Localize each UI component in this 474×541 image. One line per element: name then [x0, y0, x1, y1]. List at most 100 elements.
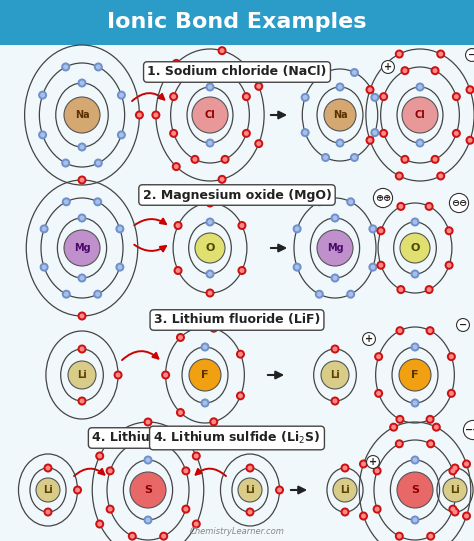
Circle shape — [343, 465, 347, 471]
Circle shape — [397, 533, 402, 539]
Circle shape — [426, 326, 435, 335]
Circle shape — [80, 215, 84, 221]
Circle shape — [370, 265, 375, 269]
Circle shape — [381, 94, 386, 99]
Circle shape — [452, 92, 461, 101]
Circle shape — [38, 90, 47, 100]
Circle shape — [323, 155, 328, 160]
Circle shape — [412, 220, 418, 225]
Circle shape — [218, 175, 227, 184]
Circle shape — [449, 391, 454, 396]
Circle shape — [396, 285, 405, 294]
Text: F: F — [201, 370, 209, 380]
Circle shape — [433, 68, 438, 73]
Circle shape — [438, 51, 443, 56]
Circle shape — [61, 62, 70, 71]
Circle shape — [412, 400, 418, 406]
Circle shape — [352, 70, 357, 75]
Circle shape — [368, 262, 377, 272]
Circle shape — [301, 128, 310, 137]
Circle shape — [447, 389, 456, 398]
Circle shape — [336, 138, 345, 148]
Text: 2. Magnesium oxide (MgO): 2. Magnesium oxide (MgO) — [143, 188, 331, 201]
Circle shape — [78, 312, 86, 320]
Circle shape — [239, 268, 245, 273]
Circle shape — [176, 333, 185, 342]
Circle shape — [373, 95, 377, 100]
Circle shape — [315, 197, 324, 206]
Circle shape — [161, 441, 166, 446]
Text: ⊖⊖: ⊖⊖ — [451, 198, 467, 208]
Circle shape — [244, 131, 249, 136]
Circle shape — [433, 157, 438, 162]
Circle shape — [192, 519, 201, 529]
Circle shape — [346, 289, 355, 299]
Text: Ionic Bond Examples: Ionic Bond Examples — [107, 12, 367, 32]
Circle shape — [426, 439, 435, 448]
Circle shape — [396, 202, 405, 211]
Circle shape — [96, 64, 101, 69]
Circle shape — [80, 144, 84, 149]
Circle shape — [64, 230, 100, 266]
Circle shape — [244, 94, 249, 99]
Bar — [0, 0, 474, 45]
Text: Mg: Mg — [327, 243, 343, 253]
Circle shape — [42, 265, 46, 269]
Circle shape — [108, 469, 113, 473]
Circle shape — [161, 371, 170, 379]
Circle shape — [359, 459, 368, 469]
Circle shape — [462, 459, 471, 469]
Circle shape — [144, 418, 153, 426]
Circle shape — [96, 161, 101, 166]
Circle shape — [219, 48, 225, 53]
Circle shape — [370, 226, 375, 232]
Circle shape — [303, 95, 308, 100]
Circle shape — [447, 352, 456, 361]
Circle shape — [40, 262, 49, 272]
Circle shape — [130, 441, 135, 446]
Circle shape — [295, 265, 300, 269]
Circle shape — [416, 138, 425, 148]
Circle shape — [323, 70, 328, 75]
Circle shape — [412, 518, 418, 523]
Circle shape — [445, 226, 454, 235]
Circle shape — [159, 532, 168, 540]
Circle shape — [172, 59, 181, 68]
Circle shape — [412, 272, 418, 276]
Circle shape — [236, 349, 245, 359]
Circle shape — [450, 469, 456, 473]
Circle shape — [64, 292, 69, 296]
Circle shape — [106, 505, 115, 513]
Circle shape — [450, 506, 456, 512]
Circle shape — [346, 197, 355, 206]
Circle shape — [401, 66, 410, 75]
Circle shape — [348, 199, 353, 204]
Circle shape — [254, 139, 263, 148]
Circle shape — [95, 519, 104, 529]
Circle shape — [223, 68, 228, 73]
Circle shape — [426, 415, 435, 424]
Circle shape — [462, 512, 471, 520]
Circle shape — [176, 408, 185, 417]
Circle shape — [38, 130, 47, 140]
Circle shape — [378, 228, 383, 233]
Circle shape — [352, 155, 357, 160]
Circle shape — [330, 345, 339, 353]
Text: 3. Lithium fluoride (LiF): 3. Lithium fluoride (LiF) — [154, 313, 320, 327]
Circle shape — [128, 532, 137, 540]
Circle shape — [445, 261, 454, 270]
Circle shape — [237, 221, 246, 230]
Circle shape — [159, 439, 168, 448]
Circle shape — [95, 199, 100, 204]
Circle shape — [292, 225, 301, 233]
Circle shape — [395, 532, 404, 540]
Circle shape — [192, 97, 228, 133]
Circle shape — [376, 391, 381, 396]
Circle shape — [220, 155, 229, 164]
Circle shape — [44, 464, 53, 472]
Circle shape — [182, 466, 191, 476]
Circle shape — [117, 130, 126, 140]
Circle shape — [114, 371, 123, 379]
Circle shape — [108, 506, 113, 512]
Circle shape — [402, 97, 438, 133]
